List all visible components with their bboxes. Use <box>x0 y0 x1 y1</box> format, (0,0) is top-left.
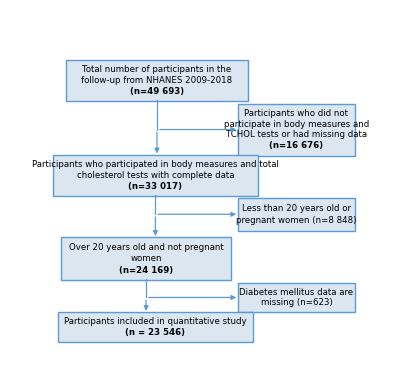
Text: Less than 20 years old or: Less than 20 years old or <box>242 204 351 213</box>
Text: Participants who did not: Participants who did not <box>244 109 348 118</box>
Text: Over 20 years old and not pregnant: Over 20 years old and not pregnant <box>69 243 224 252</box>
Text: TCHOL tests or had missing data: TCHOL tests or had missing data <box>226 130 367 139</box>
FancyBboxPatch shape <box>238 103 355 156</box>
Text: cholesterol tests with complete data: cholesterol tests with complete data <box>77 171 234 180</box>
Text: women: women <box>130 254 162 263</box>
Text: (n=24 169): (n=24 169) <box>119 266 173 275</box>
FancyBboxPatch shape <box>238 283 355 312</box>
Text: (n = 23 546): (n = 23 546) <box>126 328 186 337</box>
Text: Participants included in quantitative study: Participants included in quantitative st… <box>64 317 247 326</box>
FancyBboxPatch shape <box>66 60 248 101</box>
Text: Total number of participants in the: Total number of participants in the <box>82 65 232 74</box>
Text: Participants who participated in body measures and total: Participants who participated in body me… <box>32 160 279 169</box>
FancyBboxPatch shape <box>53 155 258 196</box>
Text: participate in body measures and: participate in body measures and <box>224 120 369 129</box>
Text: missing (n=623): missing (n=623) <box>260 298 332 307</box>
FancyBboxPatch shape <box>61 237 231 280</box>
Text: (n=16 676): (n=16 676) <box>269 141 324 151</box>
Text: (n=49 693): (n=49 693) <box>130 87 184 96</box>
Text: (n=33 017): (n=33 017) <box>128 182 182 191</box>
Text: pregnant women (n=8 848): pregnant women (n=8 848) <box>236 216 357 225</box>
Text: Diabetes mellitus data are: Diabetes mellitus data are <box>239 288 354 296</box>
Text: follow-up from NHANES 2009-2018: follow-up from NHANES 2009-2018 <box>81 76 232 85</box>
FancyBboxPatch shape <box>58 312 253 342</box>
FancyBboxPatch shape <box>238 198 355 230</box>
